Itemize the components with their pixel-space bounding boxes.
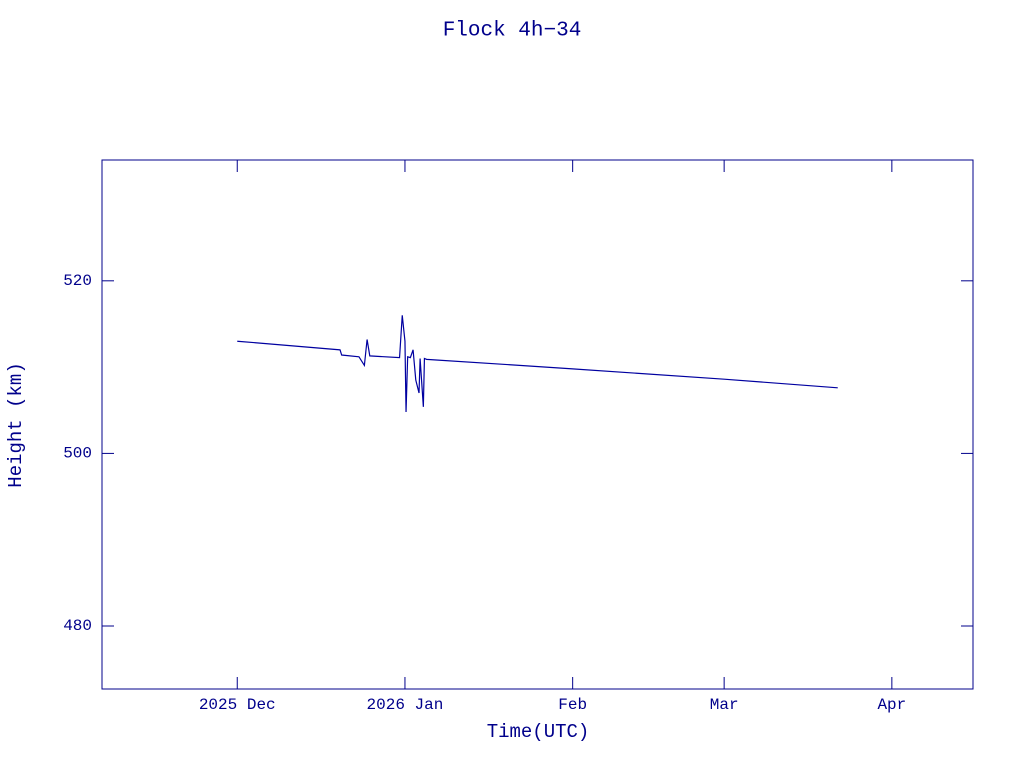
- plot-frame: [101, 159, 974, 690]
- y-tick-label: 480: [63, 617, 92, 635]
- data-line: [237, 315, 838, 413]
- y-tick-label: 520: [63, 272, 92, 290]
- x-tick-label: Mar: [710, 696, 739, 714]
- x-tick-label: Apr: [877, 696, 906, 714]
- chart-title: Flock 4h−34: [443, 20, 582, 43]
- y-axis-label: Height (km): [5, 362, 27, 487]
- x-tick-label: Feb: [558, 696, 587, 714]
- y-tick-label: 500: [63, 445, 92, 463]
- x-tick-label: 2025 Dec: [199, 696, 276, 714]
- x-tick-label: 2026 Jan: [367, 696, 444, 714]
- x-axis-label: Time(UTC): [487, 721, 590, 743]
